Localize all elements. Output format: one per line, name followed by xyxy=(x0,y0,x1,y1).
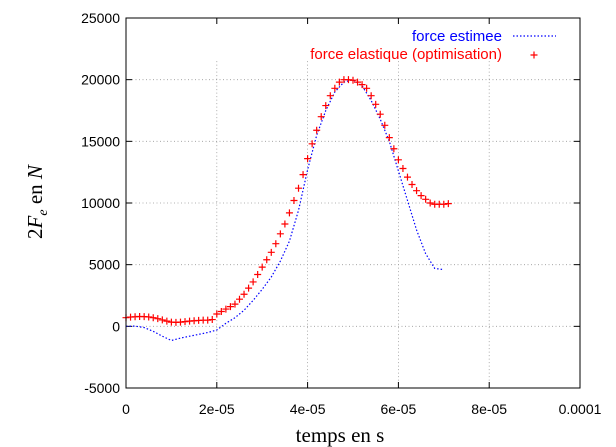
y-tick-label: 0 xyxy=(112,318,120,334)
data-point-force-elastique xyxy=(204,316,212,324)
legend: force estimee force elastique (optimisat… xyxy=(310,28,556,63)
data-point-force-elastique xyxy=(217,308,225,316)
data-point-force-elastique xyxy=(267,248,275,256)
data-point-force-elastique xyxy=(422,195,430,203)
data-point-force-elastique xyxy=(254,271,262,279)
data-point-force-elastique xyxy=(295,184,303,192)
data-point-force-elastique xyxy=(403,173,411,181)
y-tick-label: 10000 xyxy=(81,195,120,211)
data-point-force-elastique xyxy=(440,200,448,208)
data-point-force-elastique xyxy=(281,220,289,228)
data-point-force-elastique xyxy=(313,126,321,134)
data-point-force-elastique xyxy=(285,209,293,217)
y-tick-label: 5000 xyxy=(89,257,120,273)
data-point-force-elastique xyxy=(249,278,257,286)
data-point-force-elastique xyxy=(354,78,362,86)
data-point-force-elastique xyxy=(331,84,339,92)
data-point-force-elastique xyxy=(149,314,157,322)
data-point-force-elastique xyxy=(222,305,230,313)
data-point-force-elastique xyxy=(308,140,316,148)
data-point-force-elastique xyxy=(385,134,393,142)
data-point-force-elastique xyxy=(322,102,330,110)
series-0 xyxy=(125,79,444,342)
data-point-force-elastique xyxy=(154,315,162,323)
x-tick-label: 8e-05 xyxy=(471,401,507,417)
series-layer xyxy=(122,76,452,342)
data-point-force-elastique xyxy=(444,200,452,208)
data-point-force-elastique xyxy=(335,78,343,86)
data-point-force-elastique xyxy=(163,317,171,325)
series-line-force-estimee xyxy=(125,79,444,342)
data-point-force-elastique xyxy=(145,313,153,321)
legend-label-force-elastique: force elastique (optimisation) xyxy=(310,46,502,63)
y-tick-label: 15000 xyxy=(81,133,120,149)
data-point-force-elastique xyxy=(381,121,389,129)
data-point-force-elastique xyxy=(290,197,298,205)
y-tick-label: 20000 xyxy=(81,72,120,88)
x-axis-ticks: 0 2e-05 4e-05 6e-05 8e-05 0.0001 xyxy=(122,18,602,417)
data-point-force-elastique xyxy=(363,84,371,92)
data-point-force-elastique xyxy=(226,303,234,311)
x-tick-label: 2e-05 xyxy=(199,401,235,417)
data-point-force-elastique xyxy=(208,316,216,324)
data-point-force-elastique xyxy=(236,295,243,303)
data-point-force-elastique xyxy=(349,76,357,84)
data-point-force-elastique xyxy=(276,230,284,238)
y-tick-label: 25000 xyxy=(81,10,120,26)
data-point-force-elastique xyxy=(390,145,398,153)
data-point-force-elastique xyxy=(272,240,280,248)
data-point-force-elastique xyxy=(231,300,239,308)
data-point-force-elastique xyxy=(394,156,402,164)
data-point-force-elastique xyxy=(258,263,266,271)
data-point-force-elastique xyxy=(408,181,416,188)
series-1 xyxy=(122,76,452,326)
data-point-force-elastique xyxy=(317,113,325,121)
data-point-force-elastique xyxy=(376,110,384,118)
data-point-force-elastique xyxy=(158,316,166,324)
data-point-force-elastique xyxy=(263,256,271,264)
x-tick-label: 0 xyxy=(122,401,130,417)
legend-label-force-estimee: force estimee xyxy=(412,28,502,45)
grid-lines xyxy=(132,61,574,382)
data-point-force-elastique xyxy=(372,100,380,108)
x-tick-label: 6e-05 xyxy=(380,401,416,417)
y-tick-label: -5000 xyxy=(84,380,120,396)
x-tick-label: 4e-05 xyxy=(290,401,326,417)
y-axis-ticks: -5000 0 5000 10000 15000 20000 25000 xyxy=(81,10,580,396)
legend-swatch-force-elastique xyxy=(530,51,538,59)
data-point-force-elastique xyxy=(358,81,366,89)
data-point-force-elastique xyxy=(399,164,407,172)
data-point-force-elastique xyxy=(240,290,248,298)
data-point-force-elastique xyxy=(245,284,253,292)
data-point-force-elastique xyxy=(299,171,307,179)
data-point-force-elastique xyxy=(367,92,375,100)
x-tick-label: 0.0001 xyxy=(559,401,602,417)
data-point-force-elastique xyxy=(326,92,334,100)
data-point-force-elastique xyxy=(213,310,221,318)
data-point-force-elastique xyxy=(426,199,434,207)
x-axis-title: temps en s xyxy=(296,423,385,447)
y-axis-title: 2Fe en N xyxy=(23,164,51,239)
plot-frame xyxy=(125,17,581,389)
data-point-force-elastique xyxy=(344,76,352,84)
data-point-force-elastique xyxy=(304,155,312,163)
data-point-force-elastique xyxy=(413,187,421,195)
data-point-force-elastique xyxy=(417,192,425,200)
